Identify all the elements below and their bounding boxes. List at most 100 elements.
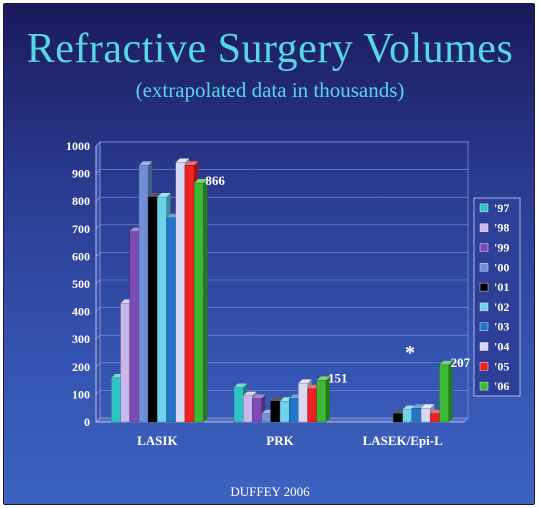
legend-swatch <box>479 362 489 371</box>
bar-front <box>393 413 403 423</box>
legend-entry: '04 <box>494 340 509 354</box>
bar <box>439 360 453 423</box>
bar-front <box>261 413 272 423</box>
bar-front <box>402 409 413 423</box>
x-category-label: LASIK <box>137 433 178 448</box>
bar-top <box>234 383 248 388</box>
bar-front <box>129 231 140 423</box>
bar-front <box>111 377 121 423</box>
bar-top <box>252 394 266 399</box>
legend-entry: '03 <box>494 320 509 334</box>
bar-front <box>193 182 204 423</box>
y-tick-label: 700 <box>72 222 90 236</box>
legend-swatch <box>479 322 489 331</box>
bar-side <box>448 360 453 422</box>
legend-swatch <box>479 203 489 213</box>
gridline-diagonal <box>95 224 101 230</box>
gridline-diagonal <box>95 169 101 174</box>
x-category-label: LASEK/Epi-L <box>363 433 444 448</box>
labels-layer: 0 100 200 300 400 500 600 700 800 900 1000 866 151 20… <box>66 139 471 448</box>
bar-front <box>184 165 195 423</box>
bar <box>316 376 330 423</box>
gridline-diagonal <box>95 307 101 312</box>
bar-top <box>184 161 199 166</box>
page-subtitle: (extrapolated data in thousands) <box>135 78 405 102</box>
x-category-label: PRK <box>266 433 294 448</box>
legend-entry: '05 <box>494 359 509 373</box>
legend-swatch <box>479 243 489 252</box>
bar-front <box>242 395 253 423</box>
bar-front <box>411 408 422 423</box>
y-tick-label: 300 <box>72 332 90 346</box>
bar-top <box>421 404 435 409</box>
bar-top <box>175 158 189 163</box>
legend-entry: '98 <box>494 221 509 235</box>
bar-top <box>148 193 162 198</box>
bar-front <box>270 401 281 423</box>
bar-front <box>279 401 290 423</box>
y-tick-label: 800 <box>72 194 90 208</box>
gridline-diagonal <box>95 390 101 395</box>
bar-front <box>157 196 167 423</box>
y-tick-label: 200 <box>72 360 90 374</box>
asterisk-annotation: * <box>405 342 415 364</box>
page-title: Refractive Surgery Volumes <box>26 26 514 72</box>
legend-swatch <box>479 342 489 351</box>
bar-chart: 0 100 200 300 400 500 600 700 800 900 1000 866 151 20… <box>66 139 521 448</box>
gridline-diagonal <box>95 141 101 147</box>
bar-front <box>316 380 327 423</box>
bar-front <box>439 364 449 423</box>
bar-top <box>194 178 208 183</box>
bar <box>193 178 208 423</box>
bar-front <box>233 387 244 423</box>
data-label: 151 <box>328 370 348 385</box>
bar-top <box>243 391 257 396</box>
gridline-diagonal <box>95 279 101 285</box>
legend-swatch <box>479 223 489 232</box>
legend-entry: '97 <box>494 201 509 215</box>
data-label: 866 <box>205 173 225 188</box>
y-tick-label: 900 <box>72 167 90 181</box>
legend-entry: '01 <box>494 280 509 294</box>
legend-swatch <box>479 263 489 272</box>
bar-top <box>316 376 330 381</box>
legend-entry: '02 <box>494 300 509 314</box>
legend-swatch <box>479 381 489 391</box>
bar-top <box>298 379 312 384</box>
legend-entry: '99 <box>494 241 509 255</box>
bar-top <box>157 193 171 198</box>
slide: Refractive Surgery Volumes (extrapolated… <box>3 3 535 505</box>
bars-layer <box>111 158 453 423</box>
y-tick-label: 400 <box>72 305 90 319</box>
bar-top <box>411 404 426 409</box>
gridline-diagonal <box>95 196 101 202</box>
y-tick-label: 100 <box>72 387 90 401</box>
bar-front <box>120 303 130 423</box>
y-tick-label: 1000 <box>66 139 90 153</box>
gridline-diagonal <box>95 362 101 368</box>
bar-front <box>420 408 431 423</box>
bar-top <box>270 397 284 402</box>
y-tick-label: 600 <box>72 249 90 263</box>
bar-side <box>326 376 330 422</box>
legend-swatch <box>479 282 489 292</box>
y-tick-label: 500 <box>72 277 90 291</box>
legend: '97 '98 '99 '00 '01 '02 '03 '04 '05 '06 <box>473 197 521 397</box>
gridline-diagonal <box>95 334 101 340</box>
bar-front <box>166 217 176 423</box>
bar-side <box>203 178 208 422</box>
bar-top <box>138 161 153 166</box>
bar-front <box>289 398 299 423</box>
legend-entry: '00 <box>494 260 509 274</box>
gridline-diagonal <box>95 252 101 257</box>
gridline-diagonal <box>95 417 101 423</box>
y-tick-label: 0 <box>84 415 90 429</box>
legend-entry: '06 <box>494 379 509 393</box>
bar-front <box>298 383 308 423</box>
bar-front <box>147 196 158 423</box>
bar-top <box>439 360 453 365</box>
bar-front <box>175 162 186 423</box>
credit-text: DUFFEY 2006 <box>230 484 310 499</box>
legend-swatch <box>479 302 489 312</box>
bar-front <box>138 165 149 423</box>
